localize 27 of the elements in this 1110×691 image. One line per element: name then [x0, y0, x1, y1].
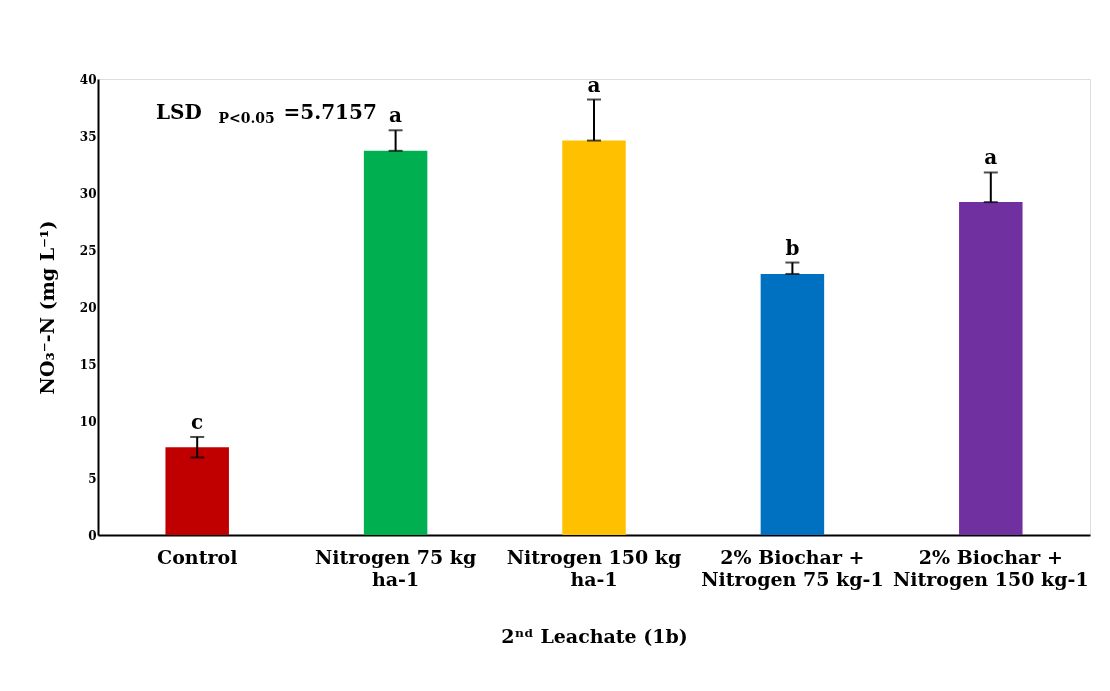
y-tick-label: 0 — [88, 528, 97, 543]
x-tick-label: Nitrogen 75 kg ha-1 — [314, 546, 477, 590]
annotation: b — [785, 235, 800, 260]
y-tick-label: 40 — [79, 72, 97, 87]
bar — [760, 273, 825, 535]
y-tick-label: 25 — [79, 243, 97, 258]
x-tick-label: 2% Biochar + Nitrogen 75 kg-1 — [701, 546, 884, 590]
x-axis-title: 2ⁿᵈ Leachate (1b) — [501, 624, 688, 647]
annotation: c — [191, 409, 204, 434]
annotation: a — [587, 72, 601, 97]
annotation: a — [984, 145, 998, 170]
annotation: a — [389, 103, 403, 128]
y-tick-label: 10 — [79, 414, 97, 429]
x-tick-label: Nitrogen 150 kg ha-1 — [506, 546, 682, 590]
bar — [363, 150, 428, 535]
y-tick-label: 35 — [79, 129, 97, 144]
bar — [165, 447, 229, 535]
x-tick-label: Control — [157, 546, 238, 568]
y-tick-label: 30 — [79, 186, 97, 201]
bar — [562, 140, 626, 535]
y-tick-label: 5 — [88, 471, 97, 486]
y-axis-title: NO₃⁻-N (mg L⁻¹) — [35, 220, 58, 395]
x-tick-label: 2% Biochar + Nitrogen 150 kg-1 — [892, 546, 1089, 590]
annotation: LSD P<0.05 =5.7157 — [156, 100, 377, 126]
y-tick-label: 15 — [79, 357, 97, 372]
bar — [959, 202, 1023, 535]
y-tick-label: 20 — [79, 300, 97, 315]
